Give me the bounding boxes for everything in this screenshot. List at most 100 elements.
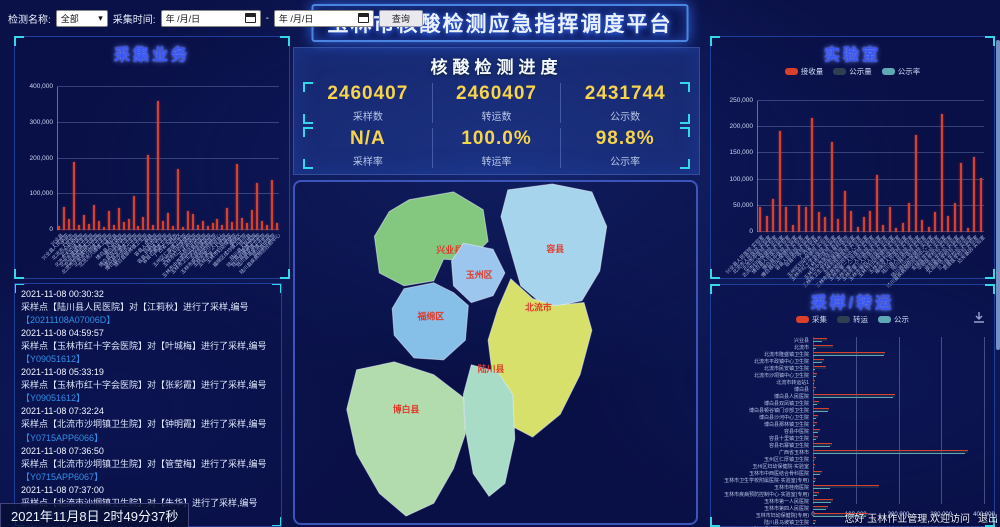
scrollbar-thumb[interactable]	[996, 40, 1000, 350]
record-time: 2021-11-08 07:37:00	[21, 484, 104, 495]
category-label: 北流市平政镇中心卫生院	[753, 359, 809, 365]
bar-cell	[176, 87, 181, 230]
bar-cell	[977, 101, 983, 232]
bar-track	[813, 519, 984, 526]
record-time: 2021-11-08 07:32:24	[21, 406, 104, 417]
gridline: 150,000	[730, 149, 984, 156]
yulin-map-panel: 兴业县 容县 玉州区 北流市 福绵区 陆川县 博白县	[293, 180, 698, 525]
bar	[934, 212, 937, 232]
bar	[241, 217, 244, 230]
gridline: 300,000	[30, 119, 279, 126]
bar	[895, 228, 898, 232]
bar-cell	[225, 87, 230, 230]
bar-cell	[82, 87, 87, 230]
map-region[interactable]	[346, 361, 466, 517]
map-region[interactable]	[500, 183, 608, 310]
bar	[813, 519, 816, 522]
bar	[181, 226, 184, 230]
bar	[813, 477, 816, 480]
map-region[interactable]	[451, 242, 506, 304]
bar	[132, 196, 135, 230]
bar-cell	[919, 101, 925, 232]
legend-item[interactable]: 公示率	[881, 66, 920, 77]
corner-decoration	[280, 36, 290, 46]
hbar-row: 容县十里镇卫生院	[717, 435, 984, 442]
record-time: 2021-11-08 07:36:50	[21, 445, 104, 456]
transfer-hbar-chart[interactable]: 0100,000200,000300,000400,000兴业县北流市北流市隆盛…	[717, 337, 995, 527]
calendar-icon[interactable]	[244, 13, 256, 23]
bar-cell	[255, 87, 260, 230]
bar	[940, 114, 943, 232]
filter-time-label: 采集时间:	[112, 14, 156, 26]
legend-item[interactable]: 接收量	[784, 66, 823, 77]
logout-link[interactable]: 退出	[978, 514, 998, 525]
bar	[830, 141, 833, 232]
stat-label: 采样数	[352, 112, 383, 123]
legend-item[interactable]: 公示	[878, 314, 909, 325]
sampling-records-panel: 2021-11-08 00:30:32 采样点【陆川县人民医院】对【江莉秋】进行了…	[14, 283, 282, 527]
transfer-legend: 采集 转运 公示	[711, 314, 994, 325]
map-region[interactable]	[487, 278, 593, 438]
bar	[813, 396, 894, 399]
sampling-records-list: 2021-11-08 00:30:32 采样点【陆川县人民医院】对【江莉秋】进行了…	[15, 284, 281, 526]
map-region-label: 福绵区	[416, 310, 444, 321]
bar	[953, 203, 956, 232]
bar	[813, 402, 819, 404]
bar	[824, 217, 827, 232]
progress-row-rates: N/A 采样率 100.0% 转运率 98.8% 公示率	[303, 127, 690, 169]
bar-cell	[126, 87, 131, 230]
category-label: 北流市	[793, 345, 809, 351]
bar	[93, 204, 96, 230]
query-button[interactable]: 查询	[378, 9, 423, 27]
test-name-select[interactable]: 全部 ▾	[55, 9, 108, 27]
legend-item[interactable]: 转运	[837, 314, 868, 325]
bar-cell	[965, 101, 971, 232]
laboratory-panel: 实验室 接收量 公示量 公示率 0 50,000 100,000 150,000 200,0…	[710, 36, 995, 290]
bar	[260, 220, 263, 230]
legend-item[interactable]: 采集	[796, 314, 827, 325]
bar	[813, 368, 816, 371]
bar	[843, 191, 846, 232]
bar	[813, 470, 822, 473]
bar-cell	[861, 101, 867, 232]
bar-track	[813, 414, 984, 421]
x-label-cell: 陆川县疾病预防控制中心	[239, 230, 282, 276]
progress-panel: 核酸检测进度 2460407 采样数 2460407 转运数 2431744 公…	[293, 47, 700, 175]
y-axis-tick: 100,000	[729, 175, 754, 183]
legend-item[interactable]: 公示量	[833, 66, 872, 77]
category-label: 博白县沙河中心卫生院	[758, 415, 809, 421]
bar-cell	[796, 101, 802, 232]
stat-label: 公示率	[610, 157, 641, 168]
corner-decoration	[15, 284, 24, 293]
bar-cell	[926, 101, 932, 232]
bar	[813, 381, 815, 383]
bar	[813, 354, 884, 357]
bar-cell	[97, 87, 102, 230]
bar-cell	[62, 87, 67, 230]
legend-swatch	[881, 68, 895, 75]
bar	[813, 393, 896, 396]
bar	[107, 211, 110, 230]
map-region-label: 玉州区	[466, 270, 493, 280]
map-region-label: 陆川县	[478, 363, 505, 374]
map-region[interactable]	[373, 191, 489, 287]
collection-bar-chart[interactable]: 0 100,000 200,000 300,000 400,000 兴业县 兴业县人民医院北…	[30, 83, 283, 279]
category-label: 北流市隆盛镇卫生院	[763, 352, 809, 358]
date-start-input[interactable]: 年 /月/日	[160, 9, 261, 27]
laboratory-bar-chart[interactable]: 0 50,000 100,000 150,000 200,000 250,000 兴业县人民…	[725, 97, 986, 290]
calendar-icon[interactable]	[357, 13, 369, 23]
category-label: 玉州区仁厚镇卫生院	[763, 457, 809, 463]
bar	[813, 340, 822, 343]
bar	[226, 208, 229, 230]
download-icon[interactable]	[972, 311, 986, 325]
hbar-row: 北流市	[717, 344, 984, 351]
date-end-input[interactable]: 年 /月/日	[273, 9, 374, 27]
bar	[882, 225, 885, 232]
bar	[246, 223, 249, 230]
bar	[813, 435, 818, 438]
map-region[interactable]	[391, 282, 469, 361]
bar	[813, 410, 828, 413]
bar	[196, 224, 199, 230]
bar-track	[813, 358, 984, 365]
